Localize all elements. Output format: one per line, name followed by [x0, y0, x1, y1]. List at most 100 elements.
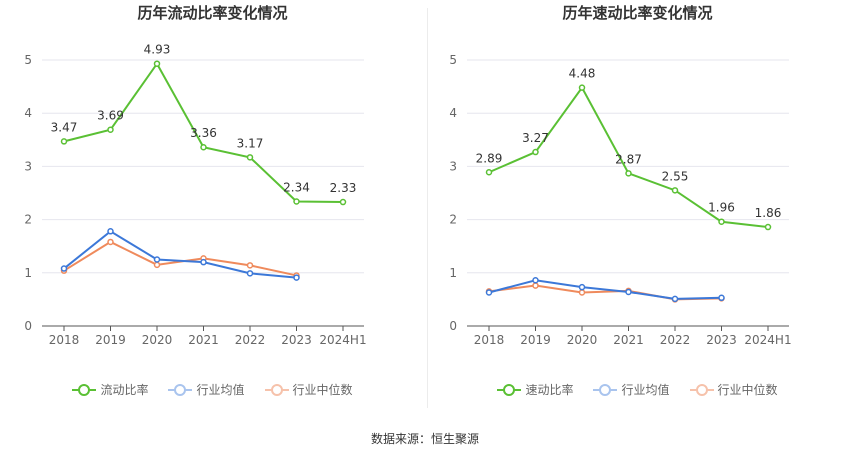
legend-item-industry-median[interactable]: 行业中位数 [264, 381, 353, 398]
data-point [107, 238, 114, 246]
data-point [153, 261, 161, 269]
data-label: 2.87 [615, 152, 642, 166]
data-point [246, 154, 254, 161]
x-tick-label: 2022 [660, 333, 691, 347]
series-line [63, 240, 297, 277]
x-tick-label: 2023 [281, 333, 312, 347]
x-tick-label: 2018 [474, 333, 505, 347]
data-point [718, 294, 725, 302]
legend-label: 行业均值 [621, 383, 670, 397]
legend: 速动比率 行业均值 行业中位数 [425, 381, 850, 398]
x-tick-label: 2021 [613, 333, 644, 347]
data-label: 2.34 [283, 181, 310, 195]
legend-dot [695, 383, 708, 396]
data-point [578, 289, 586, 296]
y-tick-label: 3 [24, 159, 32, 173]
data-point [671, 187, 679, 194]
data-point [671, 295, 679, 303]
legend-label: 流动比率 [100, 383, 149, 397]
panel-divider [427, 8, 428, 408]
data-point [578, 283, 586, 291]
data-point [625, 170, 632, 177]
data-point [293, 274, 300, 281]
data-point [153, 256, 161, 263]
data-point [532, 282, 539, 289]
x-tick-label: 2023 [706, 333, 737, 347]
legend-dot [270, 383, 283, 396]
data-point [246, 262, 254, 269]
data-label: 1.96 [708, 201, 735, 215]
x-tick-label: 2019 [95, 333, 126, 347]
data-point [485, 289, 493, 296]
data-point [153, 60, 161, 67]
line-marker-icon [264, 383, 289, 396]
x-tick-label: 2024H1 [744, 333, 791, 347]
chart-title: 历年速动比率变化情况 [562, 4, 713, 22]
y-tick-label: 4 [449, 106, 457, 120]
x-tick-label: 2022 [235, 333, 266, 347]
legend-label: 行业中位数 [292, 383, 353, 397]
quick-ratio-plot: 0 1 2 3 4 5 2018 2019 2020 2021 2022 2023 2024H1 2.89… [449, 53, 791, 347]
y-tick-label: 0 [24, 319, 32, 333]
data-label: 3.69 [97, 109, 124, 123]
quick-ratio-chart: 历年速动比率变化情况 0 1 2 3 4 5 2018 2019 2020 2021 2022 202… [425, 0, 850, 420]
x-tick-label: 2021 [188, 333, 219, 347]
data-point [764, 223, 772, 231]
x-tick-label: 2024H1 [319, 333, 366, 347]
legend-dot [78, 383, 91, 396]
y-tick-label: 2 [24, 213, 32, 227]
legend-label: 行业均值 [196, 383, 245, 397]
y-tick-label: 1 [24, 266, 32, 280]
legend-item-industry-mean[interactable]: 行业均值 [593, 381, 670, 398]
data-label: 1.86 [755, 206, 782, 220]
current-ratio-chart: 历年流动比率变化情况 0 1 2 3 4 5 2018 2019 2020 2021 2022 202… [0, 0, 425, 420]
data-point [718, 218, 725, 225]
data-point [532, 276, 539, 284]
x-tick-label: 2019 [520, 333, 551, 347]
data-point [532, 148, 539, 156]
data-point [200, 258, 207, 266]
series-line [488, 279, 722, 300]
legend-dot [503, 383, 516, 396]
legend-item-quick-ratio[interactable]: 速动比率 [497, 381, 573, 398]
line-marker-icon [168, 383, 193, 396]
data-point [60, 138, 68, 145]
legend-dot [174, 383, 187, 396]
line-marker-icon [72, 383, 97, 396]
legend-item-industry-median[interactable]: 行业中位数 [689, 381, 778, 398]
data-label: 2.55 [662, 169, 689, 183]
data-label: 4.93 [144, 43, 171, 57]
data-point [625, 288, 632, 296]
series-line [488, 284, 722, 301]
y-tick-label: 4 [24, 106, 32, 120]
data-label: 3.47 [51, 120, 78, 134]
data-label: 3.27 [522, 131, 549, 145]
x-tick-label: 2020 [142, 333, 173, 347]
data-point [246, 270, 254, 277]
chart-title: 历年流动比率变化情况 [137, 4, 288, 22]
data-point [107, 126, 114, 133]
data-label: 3.17 [237, 136, 264, 150]
data-label: 2.89 [476, 151, 503, 165]
legend-item-current-ratio[interactable]: 流动比率 [72, 381, 148, 398]
x-tick-label: 2020 [567, 333, 598, 347]
legend-item-industry-mean[interactable]: 行业均值 [168, 381, 245, 398]
line-marker-icon [593, 383, 618, 396]
line-marker-icon [689, 383, 714, 396]
y-tick-label: 5 [449, 53, 457, 67]
series-line [63, 230, 297, 279]
x-tick-label: 2018 [49, 333, 80, 347]
data-point [200, 143, 207, 151]
y-tick-label: 2 [449, 213, 457, 227]
legend-label: 行业中位数 [717, 383, 778, 397]
y-tick-label: 5 [24, 53, 32, 67]
data-point [293, 198, 300, 205]
data-source-note: 数据来源：恒生聚源 [370, 432, 479, 446]
data-label: 4.48 [569, 67, 596, 81]
y-tick-label: 0 [449, 319, 457, 333]
y-tick-label: 3 [449, 159, 457, 173]
current-ratio-plot: 0 1 2 3 4 5 2018 2019 2020 2021 2022 2023 2024H1 3.47… [24, 43, 366, 347]
data-label: 3.36 [190, 126, 217, 140]
data-point [578, 84, 586, 91]
data-label: 2.33 [330, 181, 357, 195]
